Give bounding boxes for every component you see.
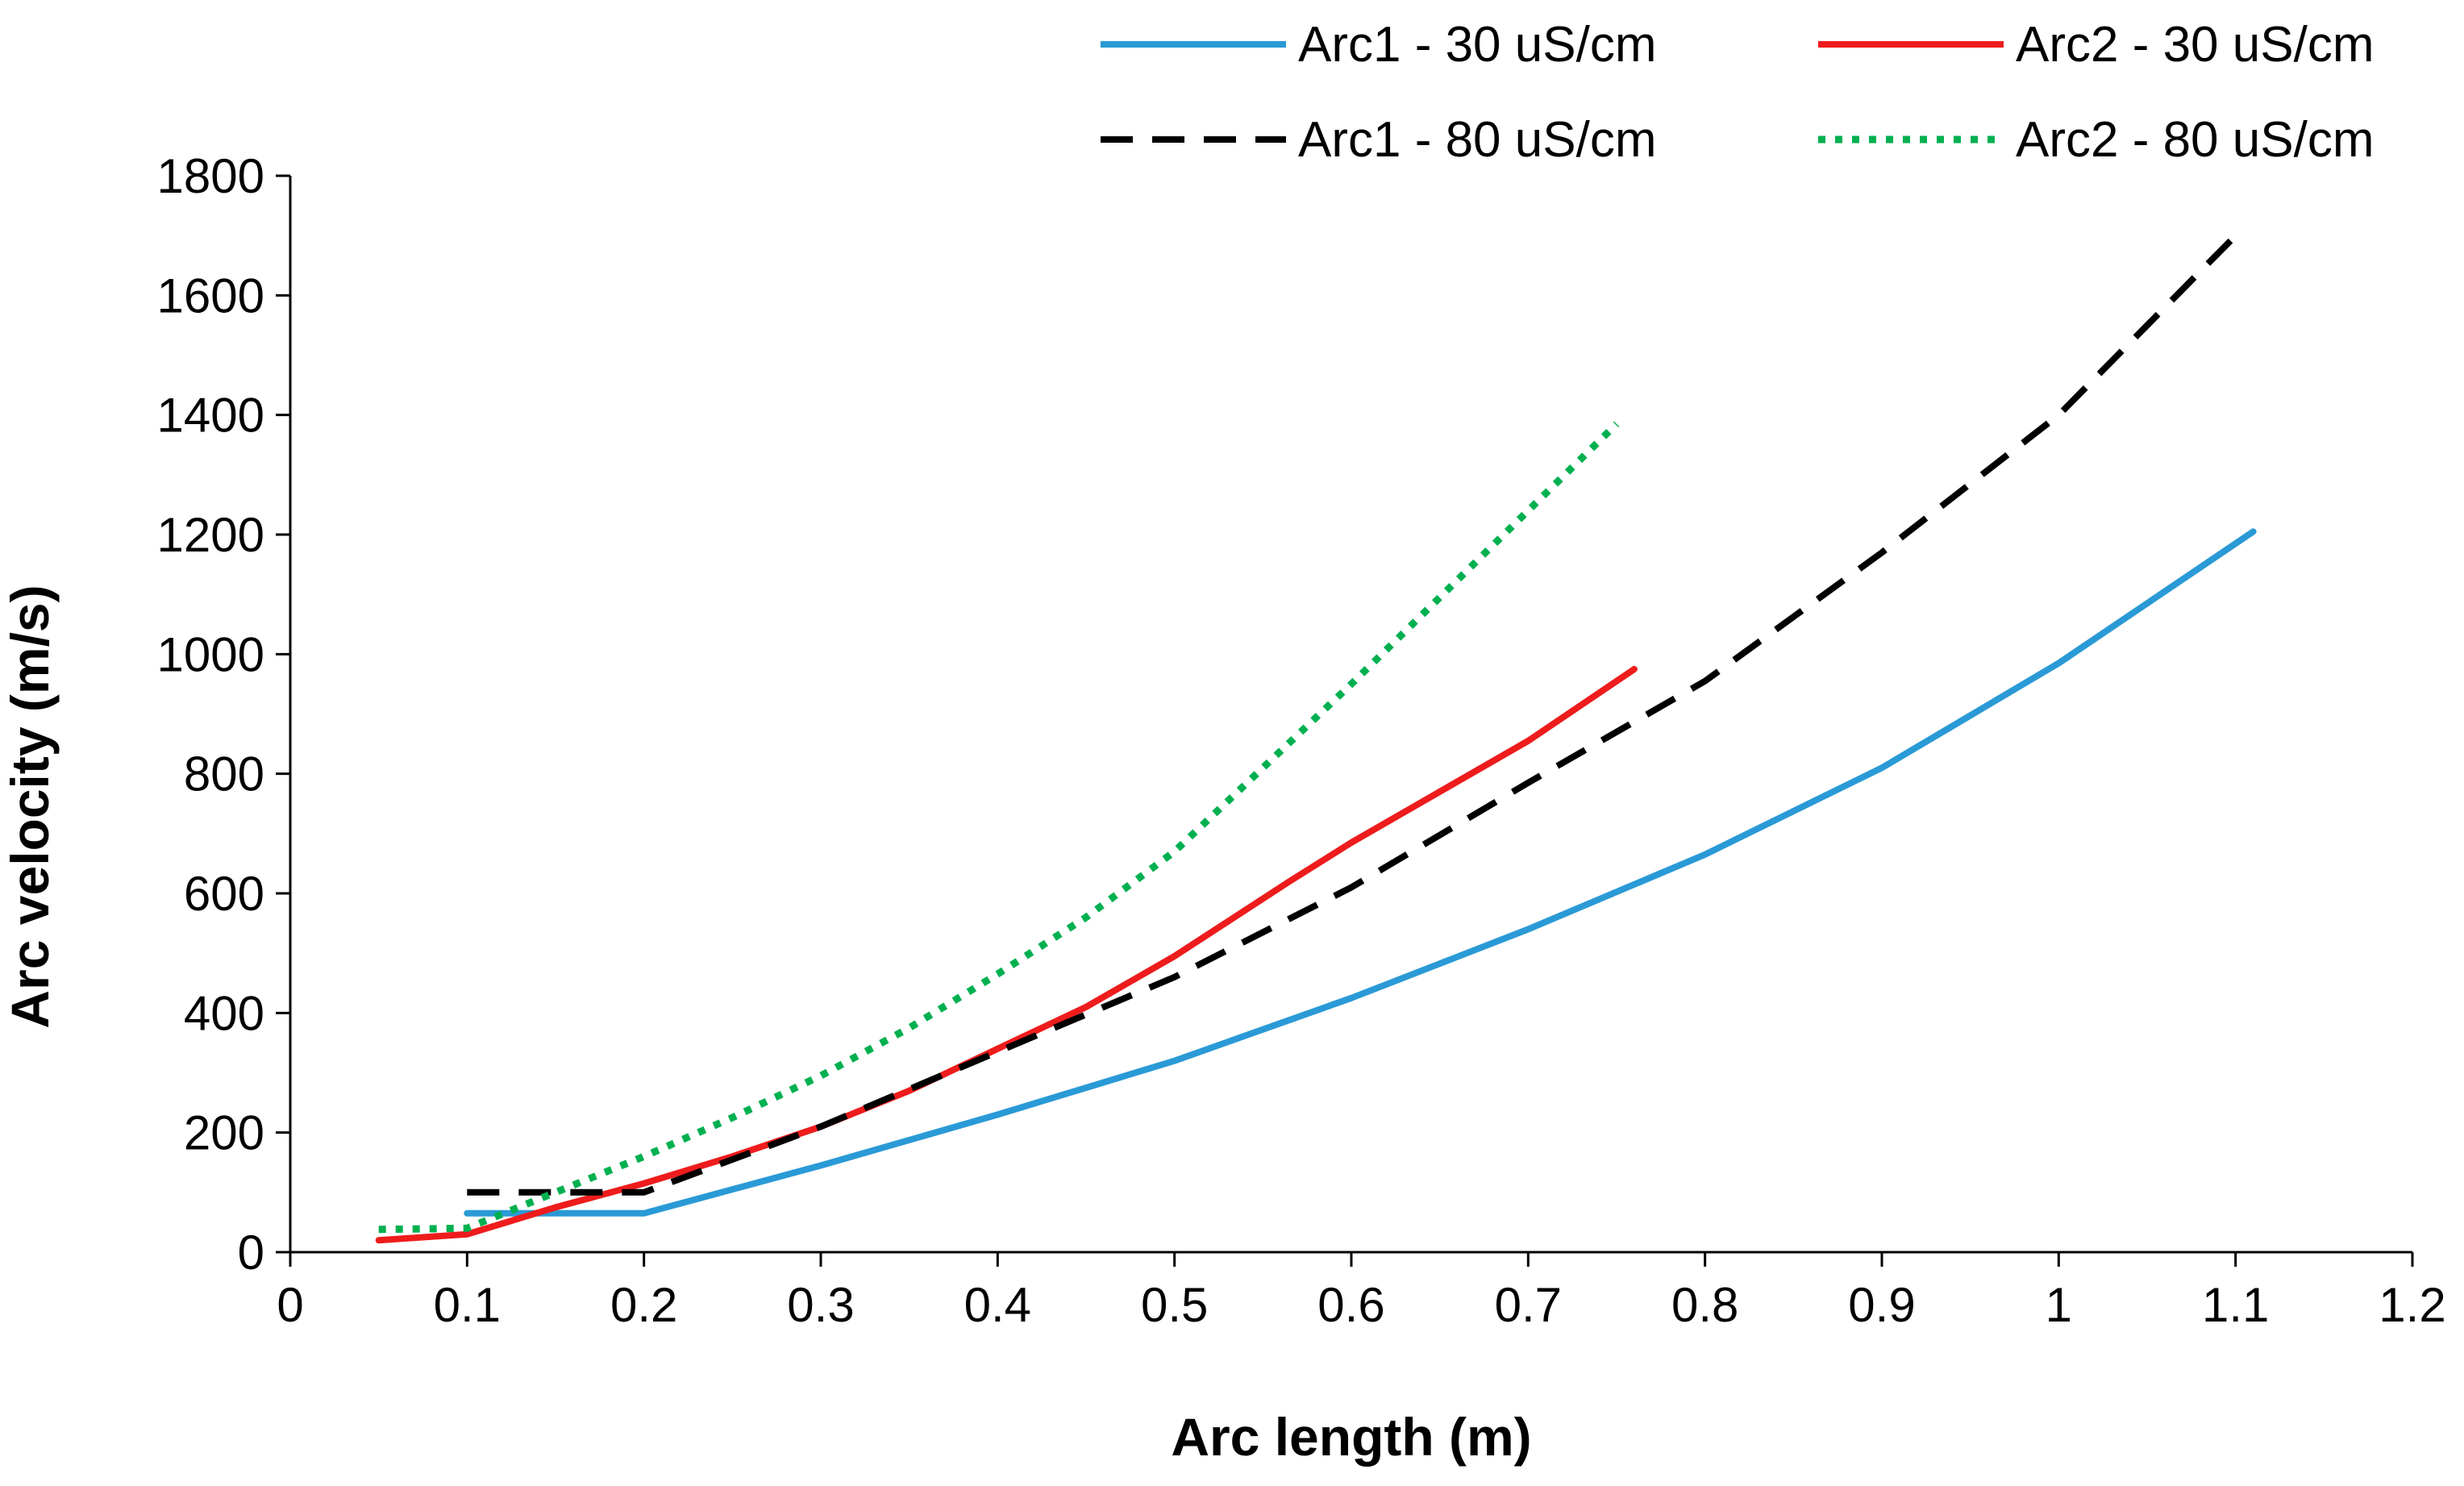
x-tick-label: 0.1 [434,1278,501,1332]
y-tick-label: 1600 [157,268,264,323]
x-tick-label: 0.8 [1671,1278,1738,1332]
y-tick-label: 200 [184,1106,264,1160]
axes: 0 200 400 600 800 1000 1200 1400 1600 1800 0 0.1 0.2… [157,149,2446,1332]
legend-label-arc2-80-us-cm: Arc2 - 80 uS/cm [2016,112,2374,168]
x-tick-label: 0 [277,1278,303,1332]
x-tick-label: 0.4 [964,1278,1031,1332]
x-tick-label: 1.2 [2379,1278,2445,1332]
series-line-arc2-80-us-cm [378,421,1620,1234]
series-line-arc2-30-us-cm [375,665,1638,1244]
x-tick-label: 0.3 [787,1278,854,1332]
y-tick-label: 400 [184,986,264,1040]
y-tick-label: 0 [238,1226,264,1280]
y-tick-label: 1000 [157,627,264,681]
legend-label-arc1-80-us-cm: Arc1 - 80 uS/cm [1298,112,1656,168]
x-tick-label: 0.6 [1317,1278,1384,1332]
x-tick-label: 0.9 [1848,1278,1915,1332]
legend: Arc1 - 30 uS/cm Arc2 - 30 uS/cm Arc1 - 80 … [1101,17,2374,168]
y-axis-title: Arc velocity (m/s) [0,585,60,1028]
y-tick-label: 600 [184,867,264,921]
x-tick-label: 0.2 [610,1278,677,1332]
legend-label-arc1-30-us-cm: Arc1 - 30 uS/cm [1298,17,1656,73]
x-tick-label: 0.7 [1495,1278,1562,1332]
legend-label-arc2-30-us-cm: Arc2 - 30 uS/cm [2016,17,2374,73]
series-line-arc1-80-us-cm [467,233,2238,1196]
x-axis-title: Arc length (m) [1171,1407,1531,1467]
series-layer [375,233,2257,1244]
series-line-arc1-30-us-cm [464,528,2257,1217]
y-tick-label: 1800 [157,149,264,203]
y-tick-label: 1200 [157,508,264,562]
x-tick-label: 1 [2046,1278,2072,1332]
x-tick-label: 1.1 [2202,1278,2269,1332]
y-tick-label: 1400 [157,389,264,443]
y-tick-label: 800 [184,747,264,801]
x-tick-label: 0.5 [1141,1278,1208,1332]
